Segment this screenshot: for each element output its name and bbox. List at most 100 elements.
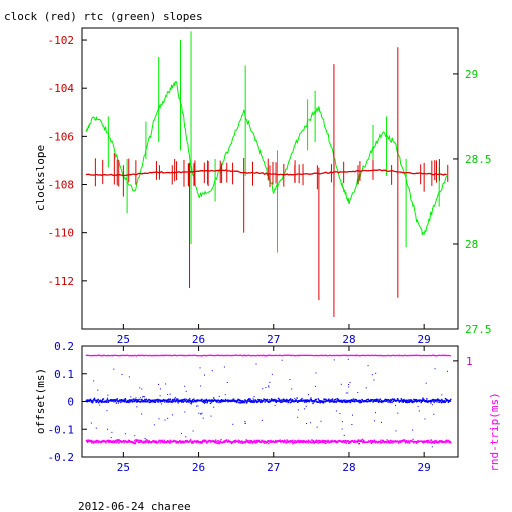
top-y-tick-label: -106 <box>48 130 75 143</box>
roundtrip-top-point <box>187 354 190 356</box>
offset-point <box>304 399 306 401</box>
roundtrip-top-point <box>380 354 383 356</box>
roundtrip-point <box>303 439 305 442</box>
roundtrip-point <box>398 442 400 444</box>
offset-point <box>131 400 134 403</box>
roundtrip-top-point <box>449 355 452 357</box>
offset-point <box>93 398 95 401</box>
roundtrip-top-point <box>428 354 430 356</box>
roundtrip-top-point <box>91 354 93 357</box>
offset-point <box>259 399 261 401</box>
offset-point <box>333 399 336 401</box>
roundtrip-point <box>371 441 374 443</box>
offset-point <box>366 399 368 401</box>
offset-outlier <box>262 388 264 390</box>
top-y-tick-label: -110 <box>48 227 75 240</box>
offset-point <box>156 400 159 403</box>
roundtrip-top-point <box>345 354 348 356</box>
roundtrip-top-point <box>222 354 225 357</box>
roundtrip-top-point <box>431 354 434 356</box>
offset-point <box>251 400 253 402</box>
roundtrip-top-point <box>435 355 437 357</box>
roundtrip-point <box>167 440 170 442</box>
offset-outlier <box>185 390 187 392</box>
roundtrip-top-point <box>340 354 342 357</box>
offset-point <box>97 401 100 404</box>
roundtrip-point <box>330 440 332 442</box>
roundtrip-top-point <box>427 354 430 357</box>
offset-point <box>437 398 439 400</box>
offset-point <box>152 400 155 403</box>
offset-point <box>322 400 324 402</box>
roundtrip-top-point <box>221 354 223 356</box>
offset-point <box>121 399 124 402</box>
offset-point <box>376 400 379 402</box>
offset-point <box>123 400 125 402</box>
bottom-ticks <box>82 345 458 458</box>
offset-point <box>401 399 403 401</box>
roundtrip-top-point <box>212 354 214 356</box>
roundtrip-point <box>134 442 137 445</box>
offset-point <box>156 398 158 401</box>
roundtrip-top-point <box>199 355 201 357</box>
roundtrip-point <box>181 441 184 444</box>
roundtrip-top-point <box>395 354 397 357</box>
roundtrip-top-point <box>407 354 409 357</box>
roundtrip-top-point <box>336 354 338 356</box>
top-x-tick-label: 25 <box>117 333 130 346</box>
roundtrip-point <box>217 441 220 444</box>
roundtrip-top-point <box>133 354 135 357</box>
roundtrip-point <box>371 441 373 443</box>
roundtrip-top-point <box>230 355 233 357</box>
roundtrip-top-point <box>221 354 224 357</box>
roundtrip-point <box>209 440 212 442</box>
offset-point <box>427 400 429 402</box>
offset-point <box>344 399 346 401</box>
roundtrip-top-point <box>377 354 379 357</box>
offset-point <box>281 401 284 403</box>
roundtrip-point <box>181 440 183 443</box>
roundtrip-top-point <box>326 355 328 357</box>
offset-point <box>145 401 147 403</box>
offset-point <box>418 399 420 401</box>
offset-point <box>333 401 335 403</box>
roundtrip-top-point <box>444 354 447 357</box>
offset-point <box>101 398 104 401</box>
offset-point <box>186 400 189 403</box>
roundtrip-point <box>383 441 386 444</box>
roundtrip-top-point <box>172 354 174 356</box>
roundtrip-point <box>282 440 285 443</box>
offset-outlier <box>314 385 316 387</box>
roundtrip-point <box>227 441 229 443</box>
roundtrip-top-point <box>322 355 324 357</box>
roundtrip-top-point <box>369 354 371 357</box>
offset-point <box>310 397 312 399</box>
roundtrip-point <box>350 440 353 443</box>
offset-point <box>237 398 240 401</box>
offset-point <box>238 401 240 404</box>
offset-point <box>87 399 89 401</box>
roundtrip-top-point <box>242 354 245 356</box>
roundtrip-top-point <box>191 354 193 357</box>
roundtrip-top-point <box>272 354 274 357</box>
roundtrip-top-point <box>123 354 126 357</box>
roundtrip-top-point <box>125 354 127 356</box>
offset-outlier <box>211 370 213 372</box>
offset-point <box>335 401 338 403</box>
roundtrip-top-point <box>300 354 302 357</box>
roundtrip-top-point <box>422 354 425 357</box>
roundtrip-point <box>270 441 272 443</box>
roundtrip-point <box>327 440 330 442</box>
offset-outlier <box>167 393 169 395</box>
top-y-tick-labels: -102-104-106-108-110-112 <box>48 34 75 288</box>
offset-point <box>322 401 324 404</box>
offset-point <box>148 399 150 401</box>
offset-point <box>279 401 282 403</box>
offset-point <box>95 399 97 402</box>
offset-point <box>440 400 442 402</box>
offset-point <box>218 401 220 404</box>
roundtrip-top-point <box>288 354 290 356</box>
offset-outlier <box>349 382 351 384</box>
roundtrip-top-point <box>403 354 405 357</box>
roundtrip-point <box>411 441 414 443</box>
